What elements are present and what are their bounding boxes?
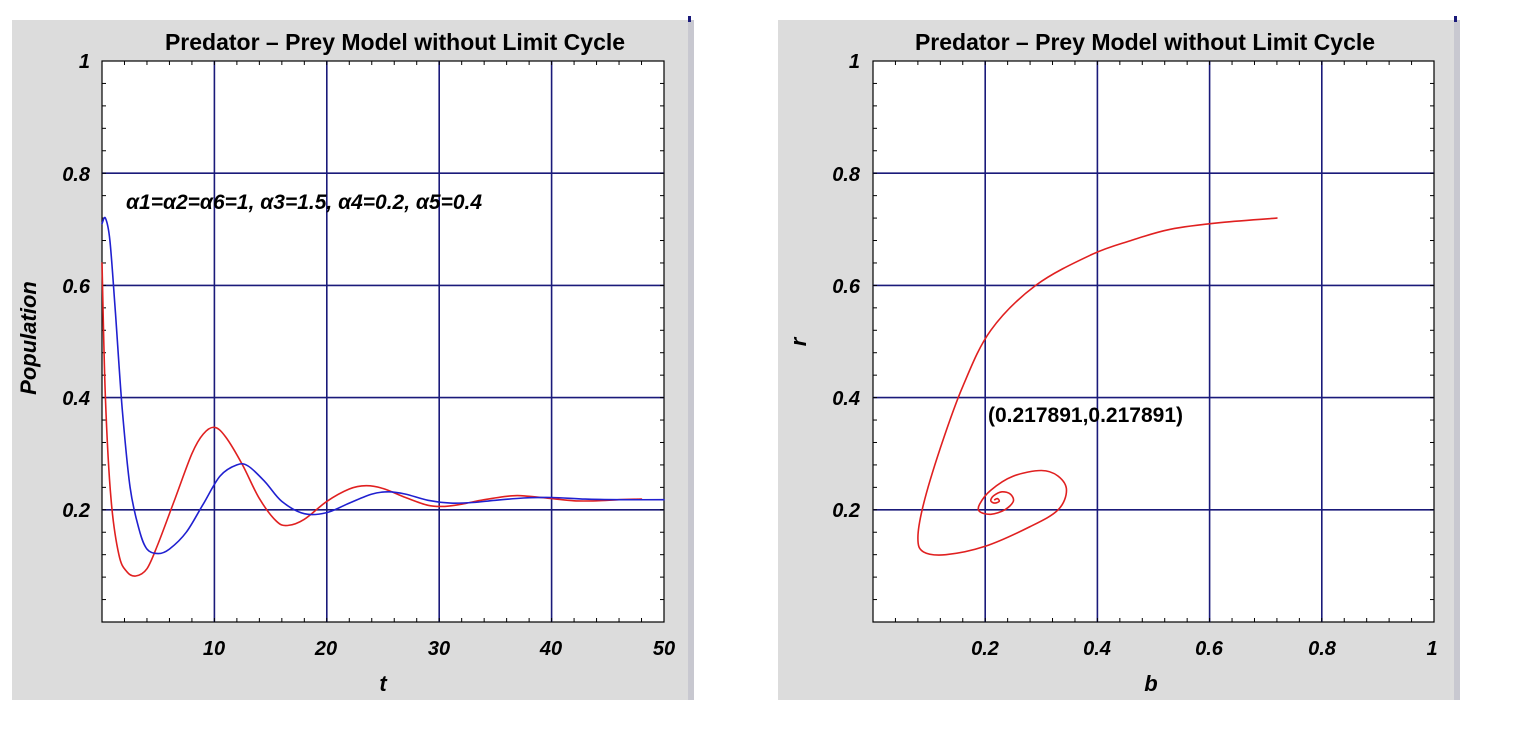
y-tick-label: 1 <box>849 51 860 73</box>
y-axis-label: Population <box>16 281 41 395</box>
series-line-1 <box>917 217 1278 556</box>
y-tick-label: 0.6 <box>62 276 91 298</box>
panel-top-accent <box>688 16 691 22</box>
parameter-annotation: α1=α2=α6=1, α3=1.5, α4=0.2, α5=0.4 <box>126 191 482 214</box>
x-tick-label: 30 <box>428 638 450 660</box>
x-tick-label: 0.8 <box>1308 638 1337 660</box>
equilibrium-annotation: (0.217891,0.217891) <box>988 404 1183 427</box>
title-background <box>122 25 668 59</box>
x-axis-label: b <box>1144 671 1157 696</box>
phase-portrait-panel: Predator – Prey Model without Limit Cycl… <box>778 16 1460 700</box>
y-tick-label: 0.2 <box>832 500 860 522</box>
x-tick-label: 50 <box>653 638 675 660</box>
chart-title: Predator – Prey Model without Limit Cycl… <box>165 29 625 55</box>
grid-lines <box>873 61 1434 622</box>
series-curves <box>101 216 665 577</box>
series-line-2 <box>101 216 665 555</box>
panel-top-accent <box>1454 16 1457 22</box>
y-tick-label: 0.2 <box>62 500 90 522</box>
y-tick-label: 1 <box>79 51 90 73</box>
time-series-panel: Predator – Prey Model without Limit Cycl… <box>12 16 694 700</box>
x-tick-label: 40 <box>539 638 562 660</box>
x-tick-label: 1 <box>1426 638 1437 660</box>
x-tick-label: 10 <box>203 638 225 660</box>
series-line-1 <box>101 262 643 577</box>
panel-right-edge <box>1454 20 1460 700</box>
y-axis-label: r <box>786 336 811 346</box>
grid-lines <box>102 61 664 622</box>
y-tick-label: 0.4 <box>62 388 90 410</box>
x-axis-label: t <box>379 671 388 696</box>
x-tick-label: 0.4 <box>1083 638 1111 660</box>
y-tick-label: 0.4 <box>832 388 860 410</box>
x-tick-label: 0.2 <box>971 638 999 660</box>
panel-right-edge <box>688 20 694 700</box>
x-tick-label: 0.6 <box>1195 638 1224 660</box>
y-tick-label: 0.6 <box>832 276 861 298</box>
series-curves <box>917 217 1278 556</box>
y-tick-label: 0.8 <box>832 164 861 186</box>
title-background <box>890 25 1405 59</box>
minor-ticks <box>873 61 1434 622</box>
y-tick-label: 0.8 <box>62 164 91 186</box>
chart-title: Predator – Prey Model without Limit Cycl… <box>915 29 1375 55</box>
plot-area <box>101 60 665 623</box>
x-tick-label: 20 <box>314 638 337 660</box>
plot-area <box>872 60 1435 623</box>
minor-ticks <box>102 61 664 622</box>
